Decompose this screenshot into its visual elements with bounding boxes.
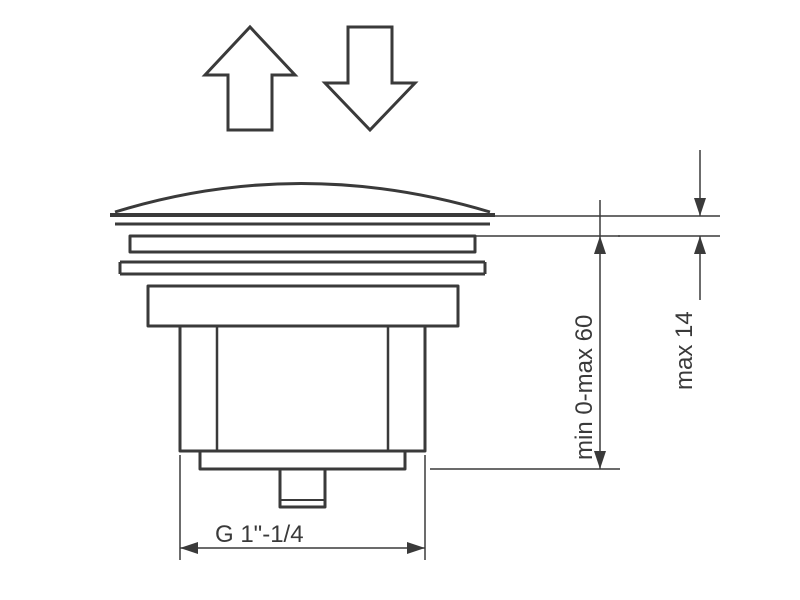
technical-drawing: G 1"-1/4 min 0-max 60 max 14 [0, 0, 800, 600]
dim-flange-max [495, 150, 720, 300]
arrow-up-icon [200, 25, 300, 130]
body-range-label: min 0-max 60 [571, 315, 598, 460]
drain-assembly [110, 184, 495, 508]
arrow-down-icon [325, 27, 415, 130]
flange-max-label: max 14 [671, 311, 698, 390]
thread-label: G 1"-1/4 [215, 521, 304, 548]
